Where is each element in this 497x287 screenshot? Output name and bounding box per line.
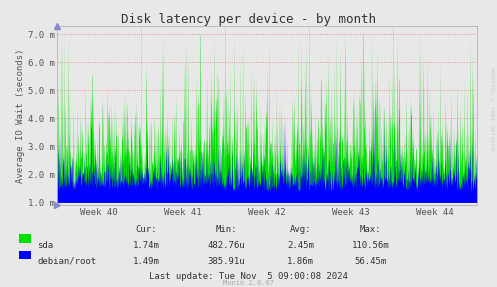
Text: 2.45m: 2.45m bbox=[287, 241, 314, 250]
Text: 385.91u: 385.91u bbox=[207, 257, 245, 266]
Text: 110.56m: 110.56m bbox=[351, 241, 389, 250]
Text: Avg:: Avg: bbox=[290, 225, 312, 234]
Text: Disk latency per device - by month: Disk latency per device - by month bbox=[121, 13, 376, 26]
Text: debian/root: debian/root bbox=[37, 257, 96, 266]
Text: 482.76u: 482.76u bbox=[207, 241, 245, 250]
Text: Min:: Min: bbox=[215, 225, 237, 234]
Text: sda: sda bbox=[37, 241, 53, 250]
Text: 1.49m: 1.49m bbox=[133, 257, 160, 266]
Text: 1.74m: 1.74m bbox=[133, 241, 160, 250]
Text: 1.86m: 1.86m bbox=[287, 257, 314, 266]
Text: Max:: Max: bbox=[359, 225, 381, 234]
Text: RRDTOOL / TOBI OETIKER: RRDTOOL / TOBI OETIKER bbox=[490, 68, 495, 150]
Text: Cur:: Cur: bbox=[136, 225, 158, 234]
Text: Last update: Tue Nov  5 09:00:08 2024: Last update: Tue Nov 5 09:00:08 2024 bbox=[149, 272, 348, 281]
Y-axis label: Average IO Wait (seconds): Average IO Wait (seconds) bbox=[16, 48, 25, 183]
Text: Munin 2.0.67: Munin 2.0.67 bbox=[223, 280, 274, 286]
Text: 56.45m: 56.45m bbox=[354, 257, 386, 266]
